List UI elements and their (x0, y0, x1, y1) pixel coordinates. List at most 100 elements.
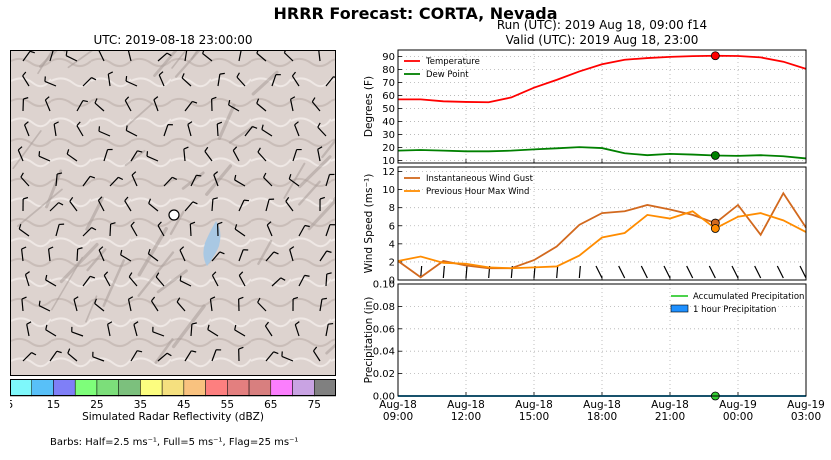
wind-barb-flag (108, 71, 114, 75)
wind-barb-flag (196, 174, 202, 177)
wind-barb-flag (211, 271, 217, 276)
wind-barb-shaft (125, 80, 138, 87)
wind-barb-flag (311, 97, 316, 103)
wind-barb-flag (191, 350, 197, 353)
wind-barb-shaft (238, 275, 246, 287)
wind-barb-shaft (157, 352, 168, 362)
wind-barb-flag (191, 322, 197, 325)
wind-barb-flag (89, 175, 96, 179)
ridge (153, 51, 178, 77)
colorbar-frame (10, 379, 336, 396)
ridge (12, 130, 42, 170)
wind-barb-shaft (184, 101, 193, 112)
wind-barb-flag (317, 146, 323, 150)
ridge (321, 139, 335, 159)
panel-wind-barb (420, 265, 423, 279)
wind-barb-flag (219, 72, 225, 75)
wind-barb-shaft (94, 303, 105, 312)
wind-barb-flag (158, 71, 164, 76)
wind-barb-flag (176, 297, 181, 303)
valid-time-marker (710, 51, 720, 61)
wind-barb-shaft (153, 99, 159, 112)
ridge (171, 51, 187, 69)
wind-barb-shaft (319, 299, 323, 312)
y-tick-label: 10 (382, 185, 395, 196)
wind-barb-flag (243, 199, 250, 202)
wind-barb-flag (264, 321, 269, 327)
wind-barb-flag (25, 271, 30, 276)
wind-barb-shaft (127, 51, 132, 62)
ridge (126, 103, 153, 127)
wind-barb-shaft (265, 251, 275, 262)
wind-barb-flag (128, 272, 133, 278)
wind-barb-shaft (236, 76, 246, 87)
wind-barb-flag (190, 221, 196, 225)
wind-barb-shaft (152, 331, 165, 337)
wind-barb-flag (98, 246, 104, 251)
wind-barb-flag (213, 171, 219, 176)
wind-barb-shaft (271, 74, 277, 87)
wind-barb-shaft (69, 201, 78, 212)
wind-barb-flag (202, 51, 205, 54)
plot-frame (397, 166, 807, 281)
panel-wind-barb (595, 265, 603, 279)
wind-barb-flag (257, 147, 261, 153)
wind-barb-flag (333, 76, 335, 78)
wind-barb-shaft (45, 279, 57, 287)
wind-barb-shaft (71, 331, 84, 337)
panel-wind-barb (776, 265, 784, 279)
wind-barb-flag (313, 346, 318, 352)
y-tick-label: 0.00 (373, 392, 395, 403)
wind-barb-shaft (318, 51, 321, 62)
x-tick-label: Aug-18 (651, 399, 689, 411)
ridge (86, 248, 107, 272)
wind-barb-shaft (325, 76, 335, 87)
wind-barb-shaft (98, 249, 105, 262)
wind-barb-shaft (130, 350, 138, 362)
y-tick-label: 0 (389, 276, 395, 287)
wind-barb-shaft (183, 148, 186, 162)
wind-barb-shaft (67, 352, 78, 362)
y-tick-label: 10 (382, 156, 395, 167)
wind-barb-flag (53, 121, 59, 125)
wind-barb-shaft (211, 251, 221, 262)
wind-barb-shaft (217, 74, 221, 87)
colorbar-tick-label: 35 (134, 399, 147, 411)
y-tick-label: 20 (382, 143, 395, 154)
y-tick-label: 6 (389, 221, 395, 232)
wind-barb-shaft (73, 299, 78, 312)
wind-barb-shaft (22, 75, 30, 87)
radar-map (10, 50, 336, 376)
wind-barb-flag (321, 297, 327, 300)
wind-barb-flag (147, 248, 151, 254)
wind-barb-shaft (238, 199, 245, 212)
wind-barb-shaft (76, 125, 84, 137)
wind-barb-flag (238, 296, 244, 300)
wind-barb-shaft (312, 350, 321, 362)
wind-barb-shaft (257, 151, 267, 162)
wind-barb-flag (217, 221, 223, 225)
wind-barb-shaft (190, 323, 193, 337)
colorbar-tick-label: 55 (221, 399, 234, 411)
wind-barb-flag (328, 322, 334, 325)
wind-barb-shaft (298, 225, 306, 237)
wind-barb-flag (22, 196, 29, 200)
wind-barb-shaft (82, 227, 92, 237)
wind-barb-shaft (66, 153, 78, 162)
wind-barb-shaft (130, 225, 138, 237)
wind-barb-shaft (257, 301, 267, 312)
wind-barb-shaft (103, 149, 109, 162)
wind-barb-flag (153, 96, 159, 101)
y-tick-label: 4 (389, 239, 395, 250)
station-marker (168, 209, 180, 221)
wind-barb-flag (228, 99, 231, 106)
wind-barb-flag (125, 125, 128, 131)
ridge (37, 51, 53, 75)
wind-barb-flag (157, 221, 162, 226)
terrain-map (11, 51, 335, 375)
wind-barb-shaft (23, 124, 30, 137)
ridge (16, 188, 63, 227)
x-tick-label: 12:00 (451, 411, 481, 423)
